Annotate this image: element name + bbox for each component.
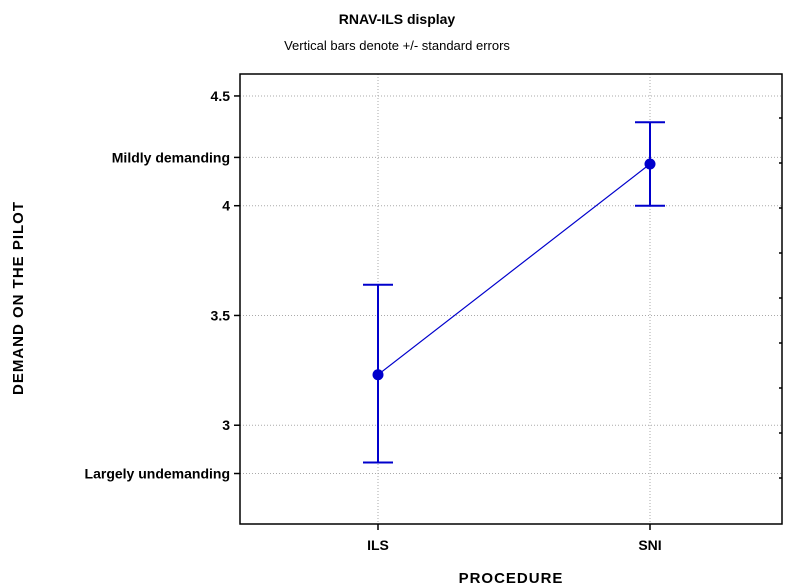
y-tick-label: Mildly demanding — [112, 149, 230, 165]
y-tick-label: 4 — [222, 198, 230, 214]
data-point — [372, 369, 384, 381]
chart-title: RNAV-ILS display — [339, 11, 456, 27]
plot-frame — [239, 73, 783, 525]
x-ticks: ILS SNI — [367, 117, 782, 553]
y-tick-label: 3 — [222, 417, 230, 433]
grid — [240, 74, 782, 524]
x-tick-label: ILS — [367, 537, 389, 553]
y-tick-label: 4.5 — [211, 88, 231, 104]
y-axis-label: DEMAND ON THE PILOT — [10, 201, 27, 395]
x-tick-label: SNI — [638, 537, 661, 553]
x-axis-label: PROCEDURE — [459, 570, 564, 586]
y-ticks: Largely undemanding 3 3.5 4 Mildly demanding… — [85, 88, 240, 482]
chart-subtitle: Vertical bars denote +/- standard errors — [284, 38, 510, 53]
series-line — [377, 163, 651, 376]
y-tick-label: Largely undemanding — [85, 466, 230, 482]
series — [363, 121, 665, 464]
y-tick-label: 3.5 — [211, 307, 231, 323]
data-point — [644, 158, 656, 170]
